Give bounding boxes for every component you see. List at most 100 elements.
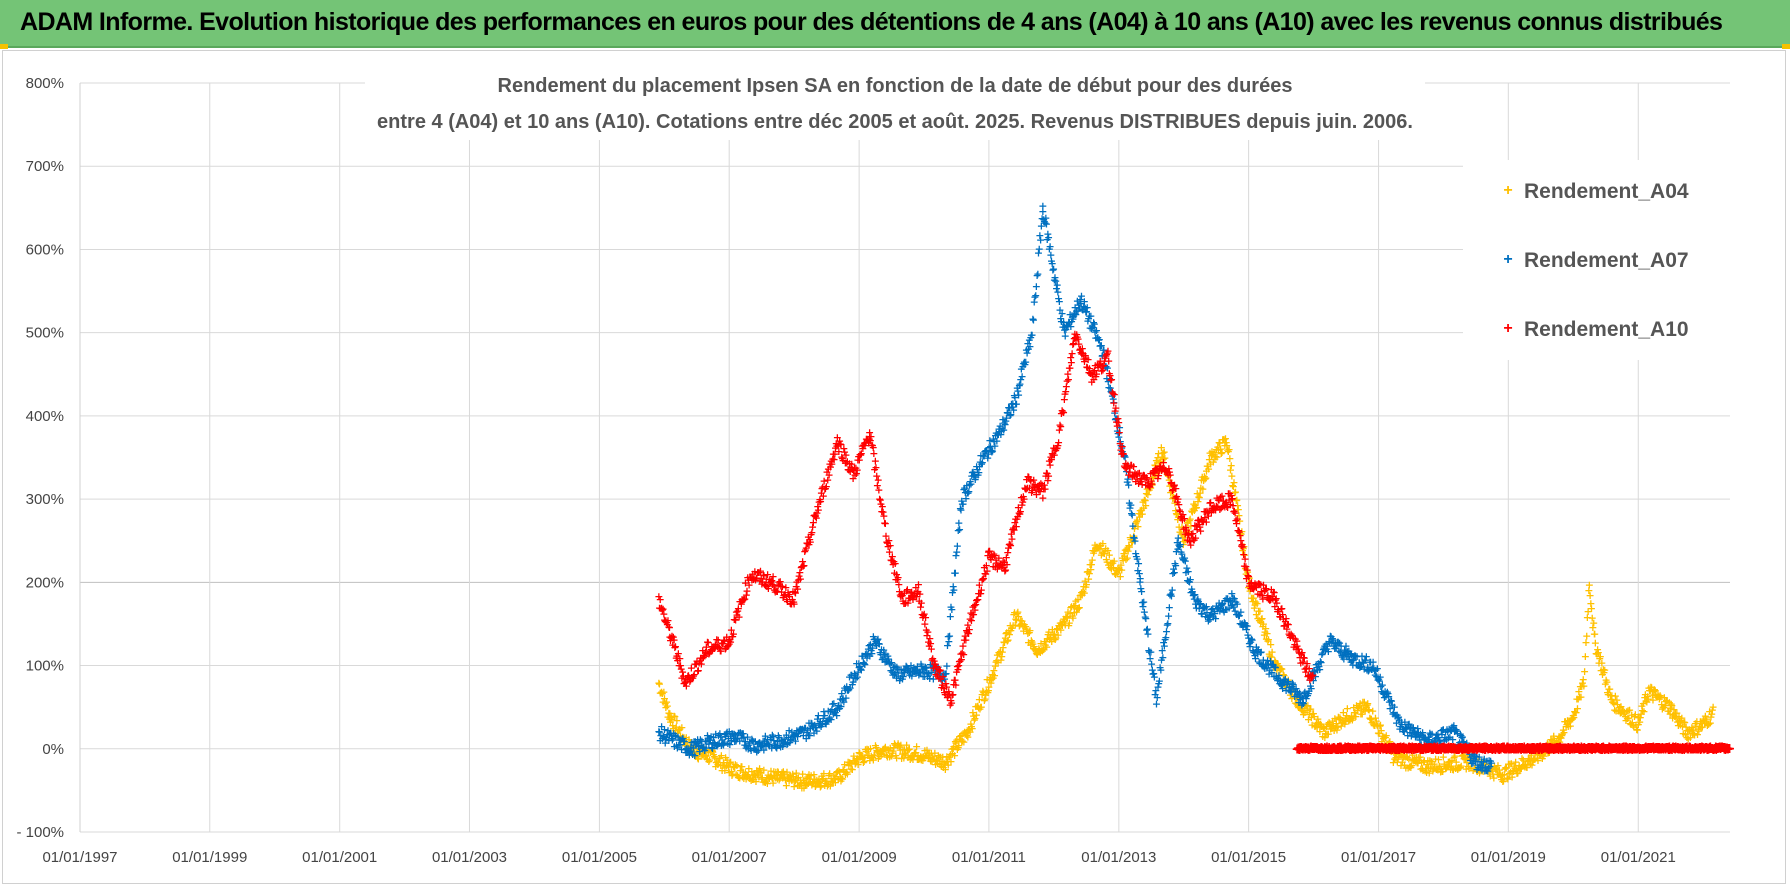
data-point: + — [794, 779, 803, 792]
data-point: + — [730, 760, 739, 773]
legend-marker-a07: + — [1503, 251, 1512, 268]
data-point: + — [874, 746, 883, 759]
data-point: + — [832, 766, 841, 779]
y-tick-label: 700% — [26, 158, 64, 175]
data-point: + — [851, 757, 860, 770]
data-point: + — [716, 759, 725, 772]
data-point: + — [885, 751, 894, 764]
data-point: + — [756, 765, 765, 778]
x-tick-label: 01/01/2009 — [822, 849, 897, 866]
data-point: + — [691, 750, 700, 763]
data-point: + — [821, 777, 830, 790]
data-point: + — [662, 696, 671, 709]
data-point: + — [660, 692, 669, 705]
data-point: + — [824, 769, 833, 782]
data-point: + — [734, 771, 743, 784]
data-point: + — [702, 752, 711, 765]
data-point: + — [792, 766, 801, 779]
data-point: + — [717, 764, 726, 777]
data-point: + — [800, 776, 809, 789]
data-point: + — [846, 762, 855, 775]
data-point: + — [712, 756, 721, 769]
data-point: + — [740, 769, 749, 782]
data-point: + — [698, 748, 707, 761]
y-tick-label: 300% — [26, 491, 64, 508]
data-point: + — [859, 755, 868, 768]
data-point: + — [664, 706, 673, 719]
data-point: + — [679, 735, 688, 748]
data-point: + — [687, 747, 696, 760]
data-point: + — [879, 748, 888, 761]
data-point: + — [750, 768, 759, 781]
corner-accent-right — [1782, 44, 1790, 49]
data-point: + — [845, 756, 854, 769]
data-point: + — [829, 776, 838, 789]
data-point: + — [774, 773, 783, 786]
data-point: + — [796, 774, 805, 787]
data-point: + — [857, 749, 866, 762]
data-point: + — [819, 767, 828, 780]
data-point: + — [731, 768, 740, 781]
data-point: + — [809, 775, 818, 788]
data-point: + — [813, 777, 822, 790]
data-point: + — [696, 744, 705, 757]
data-point: + — [708, 745, 717, 758]
data-point: + — [955, 523, 964, 536]
data-point: + — [951, 679, 960, 692]
data-point: + — [1059, 406, 1068, 419]
data-point: + — [779, 771, 788, 784]
data-point: + — [870, 749, 879, 762]
data-point: + — [846, 757, 855, 770]
data-point: + — [711, 760, 720, 773]
data-point: + — [764, 771, 773, 784]
data-point: + — [654, 676, 663, 689]
data-point: + — [1168, 584, 1177, 597]
data-point: + — [822, 774, 831, 787]
data-point: + — [868, 751, 877, 764]
data-point: + — [661, 697, 670, 710]
data-point: + — [751, 775, 760, 788]
data-point: + — [840, 758, 849, 771]
data-point: + — [862, 745, 871, 758]
data-point: + — [754, 771, 763, 784]
data-point: + — [797, 777, 806, 790]
data-point: + — [780, 768, 789, 781]
data-point: + — [670, 710, 679, 723]
data-point: + — [881, 743, 890, 756]
data-point: + — [795, 778, 804, 791]
data-point: + — [799, 774, 808, 787]
data-point: + — [877, 747, 886, 760]
data-point: + — [883, 743, 892, 756]
data-point: + — [863, 749, 872, 762]
data-point: + — [876, 745, 885, 758]
data-point: + — [796, 572, 805, 585]
data-point: + — [669, 722, 678, 735]
data-point: + — [1104, 355, 1113, 368]
data-point: + — [849, 749, 858, 762]
x-tick-label: 01/01/2017 — [1341, 849, 1416, 866]
data-point: + — [736, 764, 745, 777]
data-point: + — [806, 776, 815, 789]
data-point: + — [761, 776, 770, 789]
data-point: + — [671, 724, 680, 737]
x-tick-label: 01/01/2021 — [1601, 849, 1676, 866]
data-point: + — [859, 756, 868, 769]
data-point: + — [773, 773, 782, 786]
data-point: + — [715, 752, 724, 765]
data-point: + — [1002, 558, 1011, 571]
data-point: + — [861, 743, 870, 756]
data-point: + — [788, 768, 797, 781]
data-point: + — [781, 774, 790, 787]
data-point: + — [725, 757, 734, 770]
data-point: + — [721, 751, 730, 764]
data-point: + — [782, 766, 791, 779]
data-point: + — [712, 756, 721, 769]
data-point: + — [665, 712, 674, 725]
data-point: + — [827, 776, 836, 789]
data-point: + — [809, 768, 818, 781]
data-point: + — [853, 752, 862, 765]
data-point: + — [1107, 373, 1116, 386]
data-point: + — [724, 761, 733, 774]
data-point: + — [872, 744, 881, 757]
